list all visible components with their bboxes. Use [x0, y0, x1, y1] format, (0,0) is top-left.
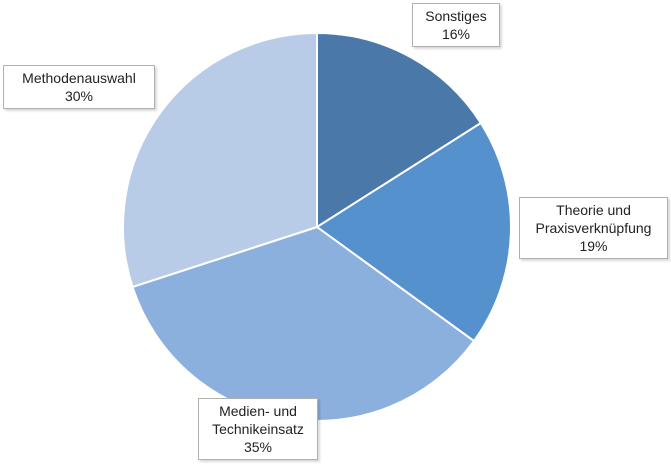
label-category: Methodenauswahl: [22, 70, 136, 86]
label-value: 30%: [64, 88, 94, 104]
data-label: Methodenauswahl 30%: [3, 65, 155, 109]
label-value: 19%: [579, 238, 608, 254]
label-value: 16%: [441, 26, 471, 42]
pie-slice: [122, 31, 318, 289]
pie-slice: [316, 31, 483, 229]
pie-slice: [315, 121, 512, 343]
data-label: Theorie und Praxisverknüpfung 19%: [519, 197, 668, 259]
data-label: Medien- und Technikeinsatz 35%: [198, 398, 318, 460]
label-category: Sonstiges: [425, 8, 487, 24]
label-category: Medien- und Technikeinsatz: [212, 403, 304, 437]
label-category: Theorie und Praxisverknüpfung: [535, 202, 652, 236]
data-label: Sonstiges 16%: [412, 3, 500, 47]
label-value: 35%: [243, 439, 273, 455]
